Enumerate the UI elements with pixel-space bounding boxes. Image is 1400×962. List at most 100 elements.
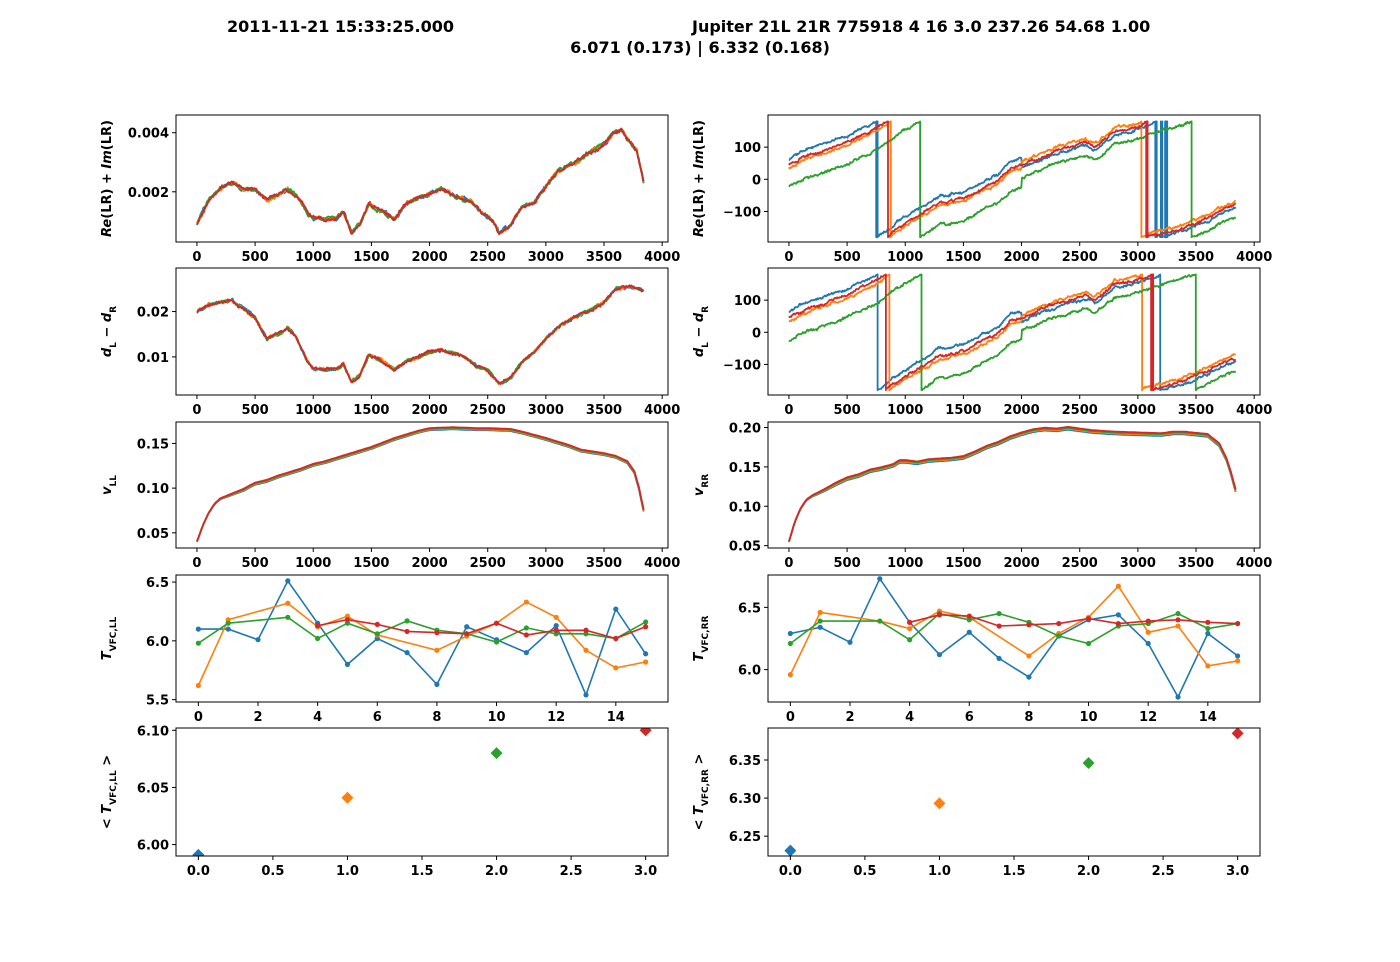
plot-area-re-im-ll — [196, 127, 645, 235]
series-point-tvfc-ll — [344, 661, 351, 667]
x-tick-label-mean-tvfc-ll: 0.0 — [187, 864, 210, 879]
y-axis-label-re-im-ll: Re(LR) + Im(LR) — [100, 120, 115, 237]
y-axis-label-v-rr: vRR — [692, 474, 711, 496]
series-point-tvfc-rr — [787, 630, 793, 637]
x-tick-label-re-im-rr: 3500 — [1178, 250, 1214, 265]
series-point-tvfc-ll — [464, 631, 470, 637]
x-tick-label-mean-tvfc-ll: 1.0 — [336, 864, 359, 879]
series-point-tvfc-ll — [434, 647, 440, 653]
x-tick-label-tvfc-rr: 12 — [1139, 710, 1157, 725]
series-line-v-rr — [788, 426, 1237, 542]
series-point-tvfc-rr — [1026, 622, 1032, 628]
y-axis-label-tvfc-ll: TVFC,LL — [100, 616, 119, 660]
series-point-tvfc-rr — [1115, 612, 1121, 618]
y-tick-label-v-rr: 0.05 — [729, 540, 761, 555]
series-point-tvfc-ll — [195, 626, 201, 632]
y-tick-label-mean-tvfc-rr: 6.35 — [729, 754, 761, 769]
series-line-dl-dr-rr — [788, 273, 1237, 392]
x-tick-label-tvfc-ll: 6 — [373, 710, 382, 725]
series-point-tvfc-rr — [1175, 610, 1181, 617]
series-line-v-rr — [788, 428, 1237, 542]
y-tick-label-tvfc-ll: 5.5 — [146, 694, 169, 709]
x-tick-label-tvfc-ll: 10 — [487, 710, 505, 725]
series-point-tvfc-rr — [817, 624, 823, 630]
y-tick-label-v-rr: 0.15 — [729, 461, 761, 476]
series-point-tvfc-rr — [996, 655, 1002, 662]
series-point-tvfc-ll — [643, 651, 649, 657]
x-tick-label-dl-dr-ll: 2500 — [470, 403, 506, 418]
chart-mean-tvfc-rr: 0.0 0.5 1.0 1.5 2.0 2.5 3.0 6.25 6.30 6.35 < TVFC,… — [692, 727, 1261, 879]
series-point-tvfc-ll — [315, 622, 321, 629]
series-point-tvfc-ll — [285, 600, 291, 606]
chart-mean-tvfc-ll: 0.0 0.5 1.0 1.5 2.0 2.5 3.0 6.00 6.05 6.10 < TVFC,… — [100, 724, 669, 879]
series-point-tvfc-rr — [787, 672, 793, 678]
series-point-tvfc-rr — [817, 618, 823, 624]
header-timestamp: 2011-11-21 15:33:25.000 — [227, 17, 454, 36]
y-tick-label-re-im-ll: 0.004 — [128, 127, 169, 142]
x-tick-label-re-im-ll: 1000 — [295, 250, 331, 265]
series-line-tvfc-rr — [789, 584, 1238, 675]
series-point-tvfc-ll — [255, 637, 261, 643]
y-tick-label-re-im-rr: 100 — [734, 141, 761, 156]
x-tick-label-v-ll: 500 — [242, 556, 269, 571]
x-tick-label-tvfc-rr: 10 — [1079, 710, 1097, 725]
diamond-marker-mean-tvfc-ll — [341, 791, 354, 804]
x-tick-label-v-rr: 2500 — [1062, 556, 1098, 571]
header-summary: 6.071 (0.173) | 6.332 (0.168) — [570, 38, 830, 57]
y-tick-label-v-ll: 0.05 — [137, 527, 169, 542]
diamond-marker-mean-tvfc-rr — [1082, 757, 1095, 770]
x-tick-label-dl-dr-rr: 0 — [784, 403, 793, 418]
axes-frame-tvfc-ll — [175, 574, 669, 703]
series-line-re-im-rr — [788, 120, 1236, 239]
axes-frame-re-im-ll — [175, 114, 669, 243]
y-tick-label-tvfc-rr: 6.5 — [738, 601, 761, 616]
series-line-tvfc-ll — [317, 618, 646, 640]
x-tick-label-v-rr: 3500 — [1178, 556, 1214, 571]
y-tick-label-dl-dr-ll: 0.02 — [137, 306, 169, 321]
x-tick-label-dl-dr-ll: 1500 — [353, 403, 389, 418]
x-tick-label-re-im-rr: 2000 — [1003, 250, 1039, 265]
series-point-tvfc-rr — [936, 652, 943, 658]
series-line-dl-dr-ll — [196, 284, 644, 385]
x-tick-label-dl-dr-rr: 500 — [834, 403, 861, 418]
series-point-tvfc-rr — [1145, 618, 1151, 624]
x-tick-label-re-im-ll: 1500 — [353, 250, 389, 265]
x-tick-label-v-rr: 1500 — [945, 556, 981, 571]
series-point-tvfc-ll — [285, 578, 291, 584]
series-point-tvfc-rr — [1056, 633, 1062, 639]
y-tick-label-dl-dr-ll: 0.01 — [137, 351, 169, 366]
y-axis-label-mean-tvfc-rr: < TVFC,RR > — [692, 754, 711, 831]
x-tick-label-dl-dr-ll: 3000 — [528, 403, 564, 418]
chart-re-im-rr: 0 500 1000 1500 2000 2500 3000 3500 4000 −100 0 100… — [692, 114, 1272, 265]
series-point-tvfc-rr — [1056, 620, 1062, 627]
series-line-dl-dr-rr — [788, 273, 1237, 392]
x-tick-label-re-im-ll: 2500 — [470, 250, 506, 265]
series-point-tvfc-ll — [225, 620, 231, 626]
y-axis-label-dl-dr-rr: dL − dR — [692, 306, 711, 357]
axes-frame-mean-tvfc-ll — [175, 727, 669, 857]
x-tick-label-dl-dr-rr: 3500 — [1178, 403, 1214, 418]
axes-frame-dl-dr-rr — [767, 267, 1261, 396]
series-point-tvfc-rr — [817, 609, 823, 615]
x-tick-label-dl-dr-ll: 0 — [192, 403, 201, 418]
series-point-tvfc-rr — [1145, 640, 1151, 647]
x-tick-label-dl-dr-rr: 1500 — [945, 403, 981, 418]
x-tick-label-v-rr: 500 — [834, 556, 861, 571]
x-tick-label-re-im-ll: 3000 — [528, 250, 564, 265]
series-point-tvfc-ll — [613, 635, 619, 642]
series-point-tvfc-ll — [344, 617, 351, 623]
x-tick-label-v-ll: 4000 — [644, 556, 680, 571]
chart-re-im-ll: 0 500 1000 1500 2000 2500 3000 3500 4000 0.002 0.0… — [100, 114, 680, 265]
series-point-tvfc-ll — [434, 630, 440, 636]
x-tick-label-mean-tvfc-rr: 2.5 — [1152, 864, 1175, 879]
series-point-tvfc-ll — [553, 627, 559, 633]
plot-area-dl-dr-ll — [196, 284, 645, 385]
chart-dl-dr-ll: 0 500 1000 1500 2000 2500 3000 3500 4000 0.01 0.02… — [100, 267, 680, 418]
series-point-tvfc-ll — [195, 682, 201, 689]
x-tick-label-mean-tvfc-rr: 1.5 — [1002, 864, 1025, 879]
series-point-tvfc-ll — [613, 665, 619, 671]
axes-frame-mean-tvfc-rr — [767, 727, 1261, 857]
chart-tvfc-rr: 0 2 4 6 8 10 12 14 6.0 6.5 TVFC,RR — [692, 574, 1261, 725]
x-tick-label-dl-dr-rr: 2500 — [1062, 403, 1098, 418]
